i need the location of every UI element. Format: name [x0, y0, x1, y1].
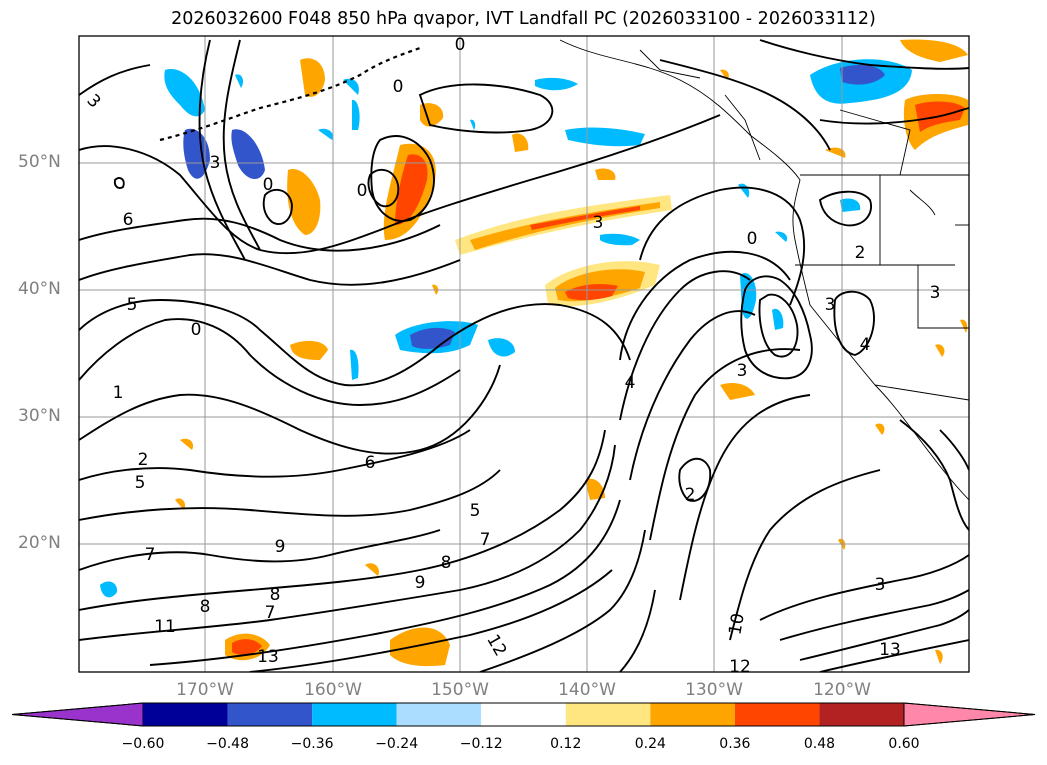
colorbar-tick-label: 0.48: [803, 736, 836, 752]
colorbar-bin: [481, 703, 566, 726]
colorbar-bin: [650, 703, 735, 726]
colorbar-extend-high: [903, 702, 1036, 727]
lon-label: 130°W: [685, 680, 743, 700]
contour-label: 2: [138, 450, 149, 470]
colorbar-bin: [819, 703, 904, 726]
contour-label: 9: [275, 537, 286, 557]
lat-label: 20°N: [18, 533, 61, 553]
contour-label: 3: [593, 213, 604, 233]
contour-label: 4: [860, 335, 871, 355]
lat-label: 50°N: [18, 152, 61, 172]
lon-label: 150°W: [431, 680, 489, 700]
contour-label: 0: [263, 175, 274, 195]
graticule: [79, 36, 969, 672]
colorbar-tick-label: −0.60: [121, 736, 165, 752]
lat-label: 30°N: [18, 406, 61, 426]
contour-label: 8: [200, 597, 211, 617]
contour-label: 13: [257, 647, 279, 667]
colorbar-tick-label: 0.12: [550, 736, 582, 752]
contour-label: 11: [154, 617, 176, 637]
colorbar-bin: [143, 703, 228, 726]
colorbar-bin: [312, 703, 397, 726]
contour-label: 7: [480, 530, 491, 550]
colorbar-outline: [11, 702, 1036, 727]
colorbar-tick-label: 0.60: [888, 736, 920, 752]
contour-label: 0: [357, 181, 368, 201]
contour-label: 0: [747, 229, 758, 249]
negative-anomaly-shading: [100, 59, 912, 598]
contour-label: 7: [265, 603, 276, 623]
colorbar-tick-label: −0.24: [375, 736, 419, 752]
contour-label: 6: [365, 453, 376, 473]
contour-label: 10: [725, 612, 748, 637]
colorbar-bin: [396, 703, 482, 726]
lon-label: 160°W: [304, 680, 362, 700]
contour-label: 3: [210, 153, 221, 173]
coastlines: [559, 39, 969, 501]
contour-label: 4: [625, 373, 636, 393]
figure-title: 2026032600 F048 850 hPa qvapor, IVT Land…: [171, 9, 876, 29]
contour-label: 5: [135, 473, 146, 493]
colorbar-tick-label: −0.36: [290, 736, 334, 752]
contour-label: 8: [270, 585, 281, 605]
lon-label: 120°W: [813, 680, 871, 700]
contour-labels: 3 6 5 1 0 3 0 0 0 3 6 5 2 7 8 9 13 11 8 …: [83, 35, 941, 677]
colorbar-tick-label: 0.36: [719, 736, 751, 752]
map-frame: [78, 35, 970, 673]
contour-label: 5: [127, 295, 138, 315]
colorbar-bin: [565, 703, 651, 726]
contour-label: 6: [123, 210, 134, 230]
contour-label: 5: [470, 501, 481, 521]
contour-label: 3: [930, 283, 941, 303]
contour-label: 2: [685, 485, 696, 505]
colorbar-bin: [227, 703, 313, 726]
colorbar-tick-label: −0.48: [206, 736, 249, 752]
contour-label: 3: [875, 575, 886, 595]
colorbar: [11, 702, 1036, 727]
contour-label: 8: [441, 553, 452, 573]
contour-label: 1: [113, 383, 124, 403]
lon-label: 140°W: [558, 680, 616, 700]
contour-label: 0: [393, 77, 404, 97]
colorbar-tick-label: −0.12: [459, 736, 503, 752]
contour-label: 2: [855, 243, 866, 263]
contour-label: 3: [737, 361, 748, 381]
lon-label: 170°W: [176, 680, 234, 700]
contour-label: 3: [825, 295, 836, 315]
lat-label: 40°N: [18, 279, 61, 299]
contour-lines: [79, 39, 969, 672]
colorbar-bin: [734, 703, 820, 726]
positive-anomaly-shading: [175, 39, 968, 667]
contour-label: 0: [191, 320, 202, 340]
contour-label: 12: [729, 657, 751, 677]
contour-label: 0: [455, 35, 466, 55]
contour-label: 7: [145, 545, 156, 565]
contour-label: 9: [415, 573, 426, 593]
colorbar-extend-low: [11, 702, 144, 727]
colorbar-tick-label: 0.24: [634, 736, 666, 752]
contour-label: 13: [879, 640, 901, 660]
